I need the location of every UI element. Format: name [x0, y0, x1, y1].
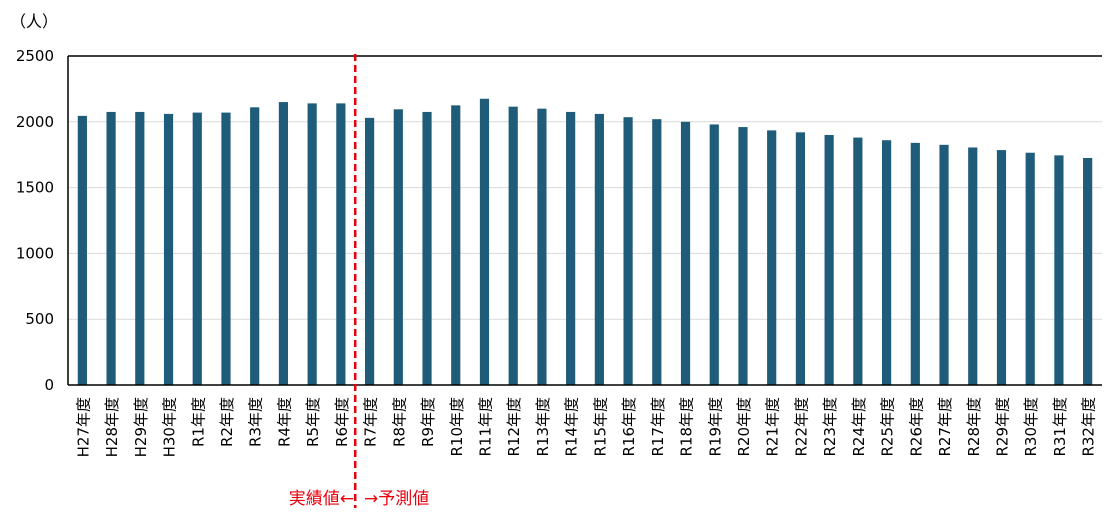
- x-tick-label: R31年度: [1051, 397, 1069, 457]
- x-tick-label: R11年度: [476, 397, 494, 457]
- bar: [996, 150, 1007, 385]
- x-tick-label: R1年度: [189, 397, 207, 447]
- x-tick-label: R7年度: [362, 397, 380, 447]
- bar: [537, 108, 547, 385]
- x-tick-label: H27年度: [74, 397, 92, 457]
- bar: [135, 111, 145, 386]
- bar: [824, 134, 834, 385]
- bar: [1025, 152, 1035, 385]
- bar: [451, 105, 461, 385]
- y-axis-unit-label: （人）: [10, 12, 59, 31]
- bar: [968, 147, 978, 385]
- x-tick-label: R13年度: [534, 397, 552, 457]
- bar: [106, 111, 116, 386]
- bar: [594, 113, 604, 386]
- x-tick-label: R23年度: [821, 397, 839, 457]
- bar: [508, 106, 518, 385]
- bar: [709, 124, 719, 385]
- bar: [336, 103, 346, 385]
- x-tick-label: R14年度: [563, 397, 581, 457]
- x-tick-label: R28年度: [965, 397, 983, 457]
- bar: [939, 144, 949, 385]
- bar: [623, 117, 633, 385]
- y-tick-label: 1500: [16, 179, 54, 197]
- actual-values-label: 実績値←: [288, 489, 354, 509]
- bar: [192, 112, 202, 385]
- bar: [221, 112, 231, 385]
- x-tick-label: R29年度: [993, 397, 1011, 457]
- x-tick-label: R18年度: [678, 397, 696, 457]
- bar: [479, 98, 490, 386]
- bar: [910, 142, 920, 385]
- bar: [738, 127, 748, 386]
- x-tick-label: R10年度: [448, 397, 466, 457]
- y-tick-label: 1000: [16, 244, 54, 262]
- x-tick-label: R2年度: [218, 397, 236, 447]
- x-tick-label: R15年度: [591, 397, 609, 457]
- y-tick-label: 0: [44, 376, 54, 394]
- x-tick-label: H29年度: [132, 397, 150, 457]
- bar: [853, 137, 863, 385]
- x-tick-label: R6年度: [333, 397, 351, 447]
- bar: [795, 132, 806, 385]
- x-tick-label: R4年度: [275, 397, 293, 447]
- x-tick-label: R19年度: [706, 397, 724, 457]
- bar: [767, 130, 777, 385]
- x-tick-label: R20年度: [735, 397, 753, 457]
- x-tick-label: R32年度: [1080, 397, 1098, 457]
- x-tick-label: R30年度: [1022, 397, 1040, 457]
- x-tick-label: H30年度: [161, 397, 179, 457]
- x-tick-label: R24年度: [850, 397, 868, 457]
- bar: [652, 119, 662, 385]
- x-tick-label: R22年度: [792, 397, 810, 457]
- x-tick-label: R17年度: [649, 397, 667, 457]
- bar: [1083, 157, 1093, 385]
- bar: [566, 111, 576, 386]
- x-tick-label: R8年度: [390, 397, 408, 447]
- x-tick-label: R21年度: [764, 397, 782, 457]
- bar: [77, 115, 87, 386]
- x-tick-label: R3年度: [247, 397, 265, 447]
- y-tick-label: 2000: [16, 113, 54, 131]
- x-tick-label: R9年度: [419, 397, 437, 447]
- x-tick-label: R25年度: [879, 397, 897, 457]
- bar: [393, 109, 403, 385]
- bar: [163, 113, 174, 386]
- bar: [250, 107, 260, 385]
- bar: [422, 111, 432, 386]
- y-tick-label: 500: [25, 310, 54, 328]
- forecast-values-label: →予測値: [364, 489, 430, 509]
- x-tick-label: R5年度: [304, 397, 322, 447]
- bar: [881, 140, 892, 385]
- x-tick-label: R27年度: [936, 397, 954, 457]
- x-tick-label: R16年度: [620, 397, 638, 457]
- bar: [680, 121, 691, 386]
- bar: [1054, 155, 1064, 385]
- bar: [278, 102, 289, 385]
- x-tick-label: H28年度: [103, 397, 121, 457]
- bar: [364, 117, 375, 386]
- bar: [307, 103, 317, 385]
- x-tick-label: R26年度: [907, 397, 925, 457]
- y-tick-label: 2500: [16, 47, 54, 65]
- x-tick-label: R12年度: [505, 397, 523, 457]
